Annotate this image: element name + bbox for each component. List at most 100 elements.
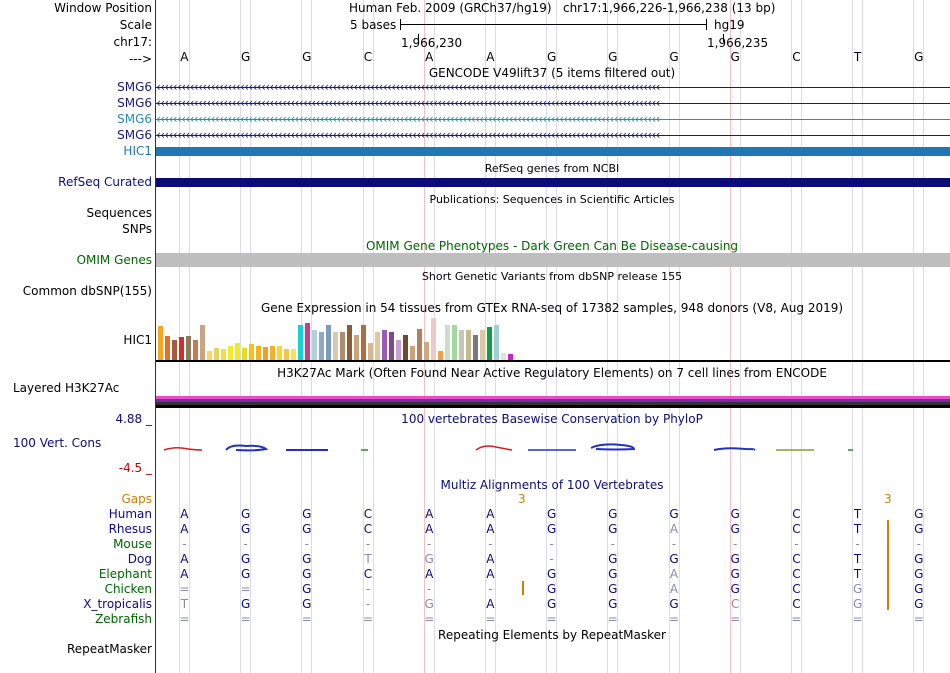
snps-label[interactable]: SNPs	[122, 222, 152, 236]
gtex-tissue-bar[interactable]	[438, 351, 443, 360]
gtex-bar-chart[interactable]	[156, 316, 950, 360]
aligned-base: C	[792, 582, 801, 596]
gtex-tissue-bar[interactable]	[242, 348, 247, 360]
gtex-gene-label[interactable]: HIC1	[123, 333, 152, 347]
chrom-label: chr17:	[113, 35, 152, 49]
gtex-tissue-bar[interactable]	[305, 323, 310, 360]
gtex-tissue-bar[interactable]	[221, 349, 226, 360]
grid-line	[178, 0, 180, 673]
gtex-tissue-bar[interactable]	[480, 330, 485, 360]
gtex-tissue-bar[interactable]	[207, 351, 212, 360]
reference-base: G	[730, 50, 740, 64]
gtex-tissue-bar[interactable]	[284, 349, 289, 360]
gtex-tissue-bar[interactable]	[501, 353, 506, 360]
aligned-base: =	[852, 612, 863, 626]
omim-gene-feature[interactable]	[156, 253, 950, 267]
gtex-tissue-bar[interactable]	[277, 346, 282, 360]
aligned-base: =	[607, 612, 618, 626]
gtex-tissue-bar[interactable]	[158, 326, 163, 360]
smg6-transcript-2[interactable]: ‹‹‹‹‹‹‹‹‹‹‹‹‹‹‹‹‹‹‹‹‹‹‹‹‹‹‹‹‹‹‹‹‹‹‹‹‹‹‹‹…	[156, 96, 950, 110]
aligned-base: G	[240, 552, 251, 566]
gtex-tissue-bar[interactable]	[375, 332, 380, 360]
gtex-tissue-bar[interactable]	[193, 340, 198, 360]
grid-line	[790, 0, 792, 673]
gtex-tissue-bar[interactable]	[263, 347, 268, 360]
gtex-tissue-bar[interactable]	[466, 330, 471, 360]
aligned-base: G	[914, 597, 924, 611]
phylop-signal[interactable]	[156, 430, 950, 466]
hic1-gene-feature[interactable]	[156, 147, 950, 156]
gtex-tissue-bar[interactable]	[179, 337, 184, 360]
gtex-tissue-bar[interactable]	[249, 344, 254, 360]
gtex-tissue-bar[interactable]	[347, 325, 352, 360]
reference-base: C	[792, 50, 801, 64]
gtex-tissue-bar[interactable]	[389, 332, 394, 360]
grid-line	[800, 0, 802, 673]
gtex-tissue-bar[interactable]	[354, 335, 359, 360]
track-label-hic1[interactable]: HIC1	[123, 144, 152, 158]
cons-max-label: 4.88 _	[115, 412, 152, 426]
track-label-smg6-4[interactable]: SMG6	[117, 128, 152, 142]
grid-line	[913, 0, 915, 673]
gtex-tissue-bar[interactable]	[312, 330, 317, 360]
gtex-tissue-bar[interactable]	[417, 329, 422, 360]
gtex-tissue-bar[interactable]	[382, 330, 387, 360]
aligned-base: =	[179, 582, 190, 596]
aligned-base: G	[546, 582, 557, 596]
cons-track-label[interactable]: 100 Vert. Cons	[13, 436, 102, 450]
gtex-tissue-bar[interactable]	[235, 343, 240, 360]
gtex-tissue-bar[interactable]	[361, 325, 366, 360]
gtex-tissue-bar[interactable]	[494, 325, 499, 360]
gtex-tissue-bar[interactable]	[165, 336, 170, 360]
track-label-smg6-3[interactable]: SMG6	[117, 112, 152, 126]
refseq-curated-label[interactable]: RefSeq Curated	[58, 175, 152, 189]
gtex-tissue-bar[interactable]	[410, 346, 415, 360]
track-label-smg6-1[interactable]: SMG6	[117, 80, 152, 94]
gtex-tissue-bar[interactable]	[473, 335, 478, 360]
sequences-label[interactable]: Sequences	[86, 206, 152, 220]
species-dog: Dog	[127, 552, 152, 566]
aligned-base: A	[425, 567, 434, 581]
gtex-tissue-bar[interactable]	[291, 349, 296, 360]
gtex-tissue-bar[interactable]	[228, 346, 233, 360]
gtex-tissue-bar[interactable]	[270, 346, 275, 360]
gtex-tissue-bar[interactable]	[326, 325, 331, 360]
gtex-tissue-bar[interactable]	[368, 343, 373, 360]
gtex-tissue-bar[interactable]	[333, 332, 338, 360]
gtex-tissue-bar[interactable]	[445, 325, 450, 360]
repeatmasker-label[interactable]: RepeatMasker	[66, 642, 152, 656]
gtex-tissue-bar[interactable]	[298, 325, 303, 360]
track-label-smg6-2[interactable]: SMG6	[117, 96, 152, 110]
h3k27ac-label[interactable]: Layered H3K27Ac	[13, 381, 120, 395]
smg6-transcript-1[interactable]: ‹‹‹‹‹‹‹‹‹‹‹‹‹‹‹‹‹‹‹‹‹‹‹‹‹‹‹‹‹‹‹‹‹‹‹‹‹‹‹‹…	[156, 80, 950, 94]
gtex-tissue-bar[interactable]	[256, 346, 261, 360]
aligned-base: G	[914, 582, 924, 596]
gtex-tissue-bar[interactable]	[214, 348, 219, 360]
gtex-tissue-bar[interactable]	[452, 325, 457, 360]
aligned-base: -	[365, 597, 371, 611]
refseq-gene-feature[interactable]	[156, 178, 950, 187]
browser-image[interactable]: Human Feb. 2009 (GRCh37/hg19) chr17:1,96…	[156, 0, 950, 673]
gtex-tissue-bar[interactable]	[487, 327, 492, 360]
species-zebrafish: Zebrafish	[95, 612, 152, 626]
aligned-base: T	[853, 507, 862, 521]
aligned-base: =	[240, 582, 251, 596]
gtex-tissue-bar[interactable]	[319, 332, 324, 360]
aligned-base: A	[486, 567, 495, 581]
gtex-tissue-bar[interactable]	[200, 325, 205, 360]
gtex-tissue-bar[interactable]	[431, 318, 436, 360]
gtex-tissue-bar[interactable]	[403, 335, 408, 360]
omim-genes-label[interactable]: OMIM Genes	[76, 253, 152, 267]
common-dbsnp-label[interactable]: Common dbSNP(155)	[22, 284, 152, 298]
gtex-tissue-bar[interactable]	[186, 336, 191, 360]
smg6-transcript-3[interactable]: ‹‹‹‹‹‹‹‹‹‹‹‹‹‹‹‹‹‹‹‹‹‹‹‹‹‹‹‹‹‹‹‹‹‹‹‹‹‹‹‹…	[156, 112, 950, 126]
gtex-tissue-bar[interactable]	[340, 332, 345, 360]
grid-line	[923, 0, 925, 673]
gtex-tissue-bar[interactable]	[396, 340, 401, 360]
gtex-tissue-bar[interactable]	[424, 342, 429, 360]
gtex-tissue-bar[interactable]	[172, 340, 177, 360]
smg6-transcript-4[interactable]: ‹‹‹‹‹‹‹‹‹‹‹‹‹‹‹‹‹‹‹‹‹‹‹‹‹‹‹‹‹‹‹‹‹‹‹‹‹‹‹‹…	[156, 128, 950, 142]
gtex-tissue-bar[interactable]	[508, 354, 513, 360]
gtex-tissue-bar[interactable]	[459, 330, 464, 360]
aligned-base: T	[853, 567, 862, 581]
